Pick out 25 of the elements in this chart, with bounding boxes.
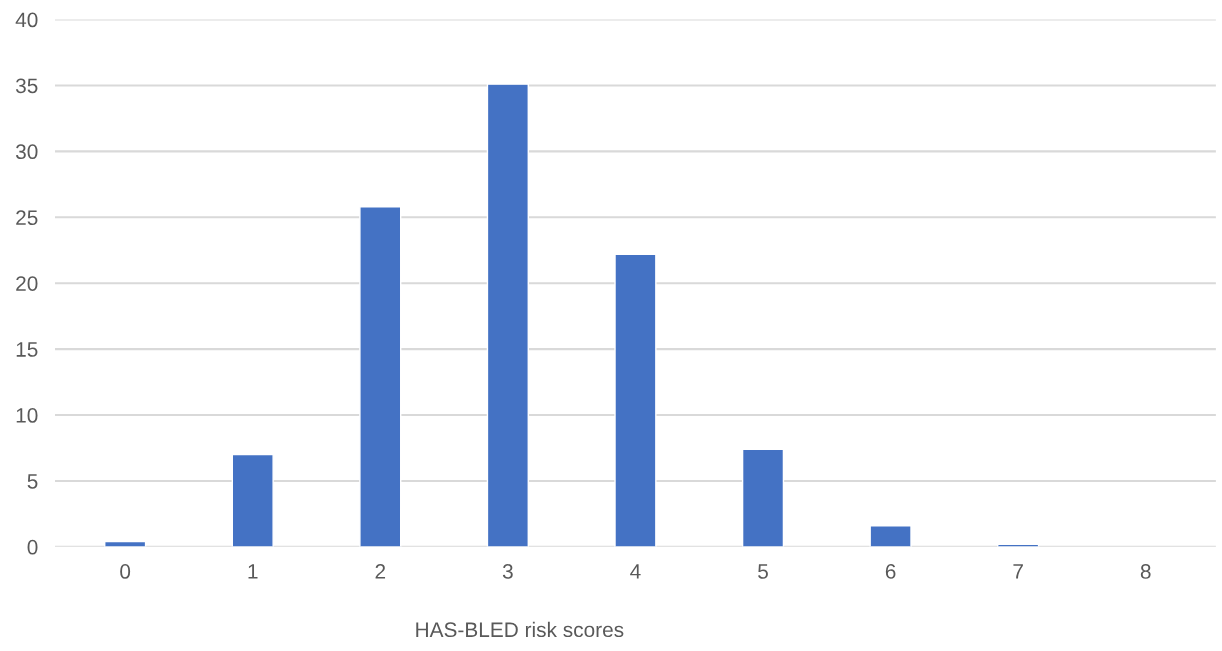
y-tick-label: 40 xyxy=(15,12,38,28)
y-tick-label: 35 xyxy=(15,78,38,94)
bar xyxy=(741,448,785,547)
x-tick-label: 2 xyxy=(375,564,386,579)
x-tick-label: 3 xyxy=(502,564,513,579)
y-tick-label: 5 xyxy=(27,474,38,489)
bar xyxy=(486,83,529,547)
y-tick-label: 0 xyxy=(27,539,38,555)
x-tick-label: 6 xyxy=(885,564,896,579)
bar xyxy=(359,206,402,547)
x-tick-label: 1 xyxy=(248,564,258,579)
x-axis-title: HAS-BLED risk scores xyxy=(416,621,624,638)
x-tick-label: 0 xyxy=(120,564,131,579)
bar xyxy=(231,453,274,547)
y-tick-label: 25 xyxy=(16,210,38,226)
y-tick-label: 10 xyxy=(16,408,38,423)
y-tick-label: 20 xyxy=(16,276,38,291)
y-tick-label: 30 xyxy=(15,144,38,160)
x-tick-label: 7 xyxy=(1013,564,1023,579)
x-tick-label: 5 xyxy=(758,564,768,579)
y-tick-label: 15 xyxy=(16,342,38,357)
x-tick-label: 4 xyxy=(630,564,641,579)
bar xyxy=(614,253,657,547)
bar xyxy=(869,525,912,547)
x-tick-label: 8 xyxy=(1140,564,1151,579)
